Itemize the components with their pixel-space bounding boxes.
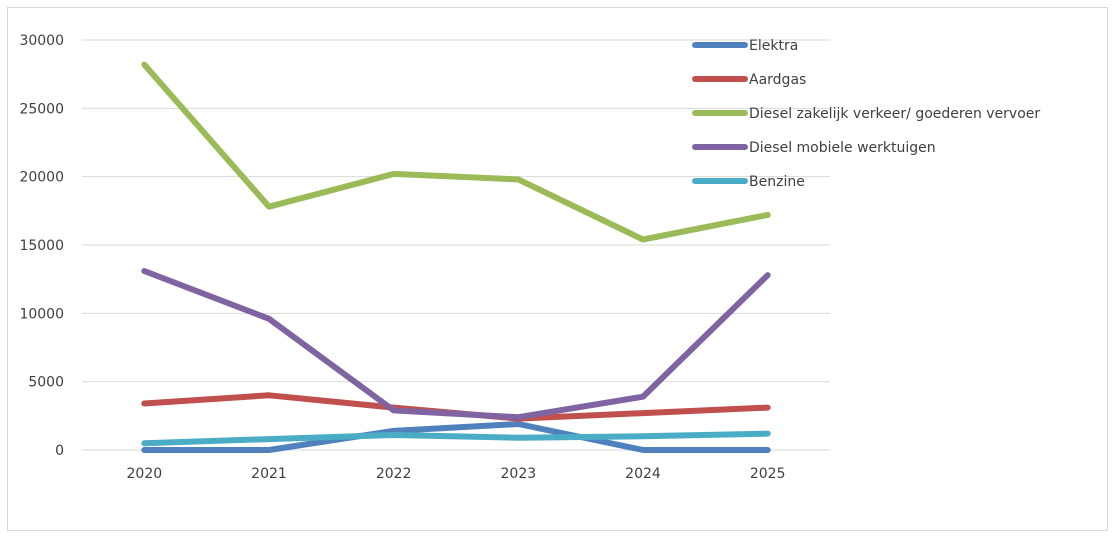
y-tick-label: 0 — [55, 443, 64, 459]
x-axis-ticks: 2020 2021 2022 2023 2024 2025 — [127, 466, 786, 482]
x-tick-label: 2023 — [501, 466, 537, 482]
y-tick-label: 5000 — [28, 375, 64, 391]
x-tick-label: 2025 — [750, 466, 786, 482]
y-tick-label: 20000 — [19, 170, 64, 186]
legend-label: Elektra — [749, 38, 798, 54]
x-tick-label: 2024 — [625, 466, 661, 482]
series-line — [141, 61, 771, 243]
legend: Elektra Aardgas Diesel zakelijk verkeer/ g… — [692, 38, 1040, 190]
y-tick-label: 25000 — [19, 101, 64, 117]
legend-label: Benzine — [749, 174, 805, 190]
x-tick-label: 2021 — [251, 466, 287, 482]
legend-label: Diesel zakelijk verkeer/ goederen vervoe… — [749, 106, 1040, 122]
legend-label: Diesel mobiele werktuigen — [749, 140, 936, 156]
legend-label: Aardgas — [749, 72, 806, 88]
y-tick-label: 10000 — [19, 306, 64, 322]
series-line — [141, 430, 771, 447]
y-tick-label: 15000 — [19, 238, 64, 254]
x-tick-label: 2022 — [376, 466, 412, 482]
y-axis-ticks: 0 5000 10000 15000 20000 25000 30000 — [19, 33, 64, 459]
series-line — [141, 268, 771, 421]
x-tick-label: 2020 — [127, 466, 163, 482]
gridlines — [82, 39, 830, 451]
y-tick-label: 30000 — [19, 33, 64, 49]
series-line — [141, 421, 771, 453]
series-lines — [141, 61, 771, 453]
